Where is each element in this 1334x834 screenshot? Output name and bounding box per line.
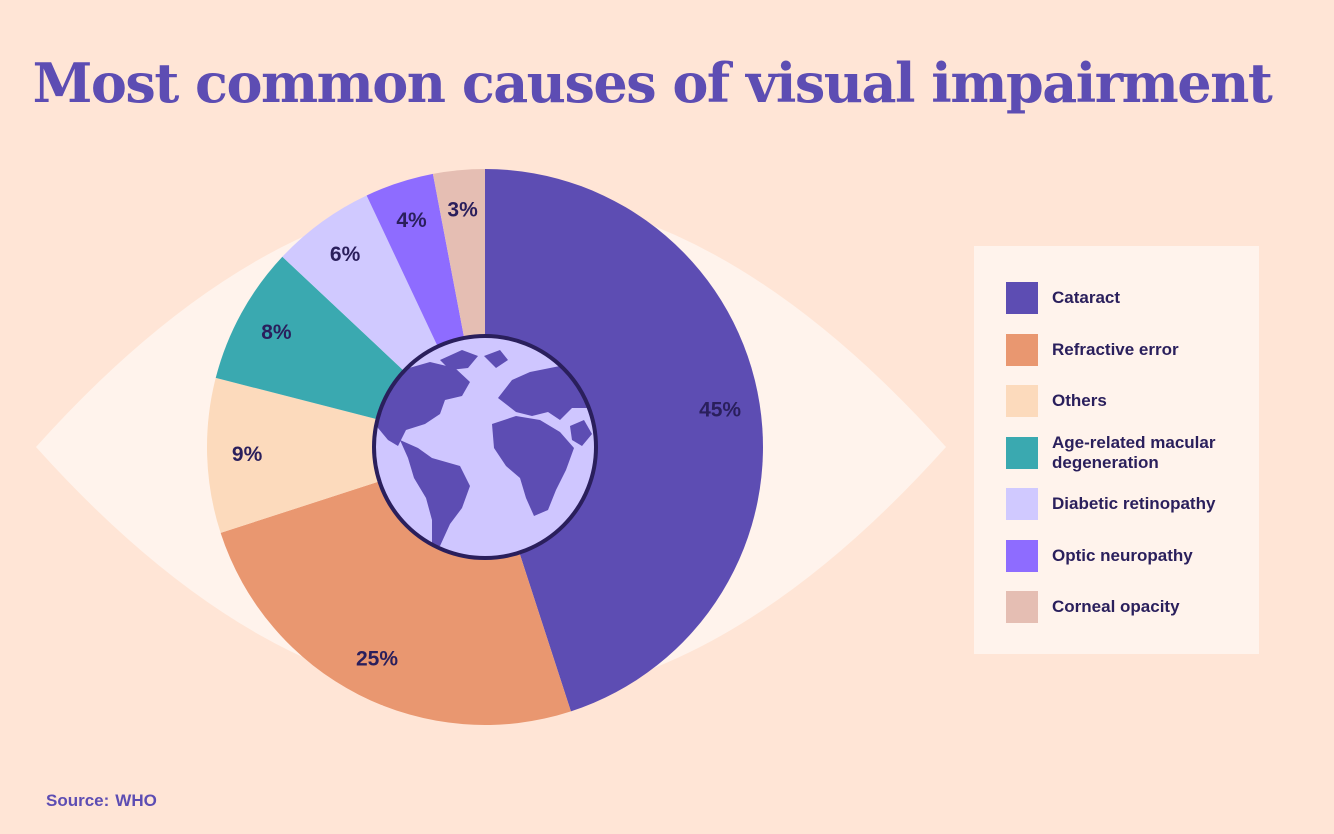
legend-swatch [1006, 385, 1038, 417]
legend-label: Diabetic retinopathy [1052, 494, 1216, 513]
legend-label: Corneal opacity [1052, 597, 1180, 616]
globe-icon [372, 334, 598, 560]
slice-label: 45% [699, 398, 741, 421]
globe-outline [372, 334, 598, 560]
legend-swatch [1006, 591, 1038, 623]
slice-labels: 45% 25% 9% 8% 6% 4% 3% [232, 199, 742, 671]
legend-item: Age-related macular degeneration [1006, 432, 1252, 472]
legend-swatch [1006, 436, 1038, 469]
legend-label: Refractive error [1052, 339, 1179, 359]
legend-item: Cataract [1006, 281, 1252, 315]
source-note: Source: WHO [46, 791, 163, 811]
legend: Cataract Refractive error Others Age-relate… [974, 246, 1259, 654]
legend-item: Others [1006, 384, 1252, 418]
slice-label: 3% [447, 199, 478, 222]
chart-title: Most common causes of visual impairment [32, 51, 1273, 115]
legend-swatch [1006, 539, 1038, 572]
source-label: Source: [46, 791, 110, 810]
legend-item: Corneal opacity [1006, 590, 1252, 624]
legend-item: Refractive error [1006, 333, 1252, 367]
legend-label: Age-related macular degeneration [1052, 432, 1216, 472]
slice-label: 9% [232, 443, 263, 466]
legend-item: Diabetic retinopathy [1006, 487, 1252, 521]
legend-item: Optic neuropathy [1006, 539, 1252, 573]
legend-label: Optic neuropathy [1052, 545, 1193, 565]
legend-swatch [1006, 488, 1038, 520]
pie-slice-others [206, 377, 485, 533]
legend-label: Others [1052, 391, 1107, 410]
pie-slice-cataract [485, 169, 763, 712]
slice-label: 4% [396, 209, 427, 232]
legend-swatch [1006, 282, 1038, 314]
source-value: WHO [115, 791, 157, 810]
legend-swatch [1006, 333, 1038, 366]
slice-label: 8% [261, 321, 292, 344]
slice-label: 25% [356, 648, 398, 671]
slice-label: 6% [330, 243, 361, 266]
legend-label: Cataract [1052, 288, 1121, 307]
